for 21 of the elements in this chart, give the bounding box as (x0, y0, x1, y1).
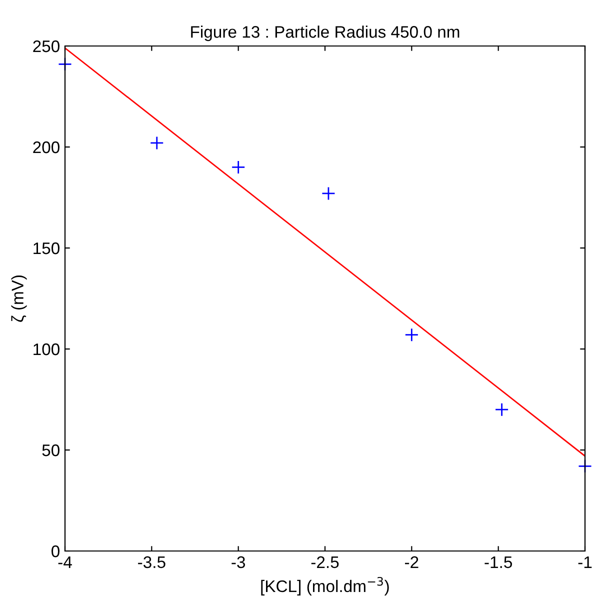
x-tick-label: -1 (578, 556, 592, 568)
y-tick-label: 0 (52, 545, 60, 558)
x-tick-label: -3 (232, 556, 246, 568)
x-tick-label: -3.5 (138, 556, 166, 568)
y-tick-label: 250 (33, 40, 60, 52)
y-tick-label: 200 (33, 141, 60, 154)
point (494, 402, 509, 417)
point (404, 328, 419, 342)
x-axis-title: [KCL] (mol.dm$^{−3}$) (261, 576, 389, 596)
y-tick-label: 150 (34, 242, 60, 254)
chart-title: Figure 13 : Particle Radius 450.0 nm (191, 26, 460, 42)
point (231, 160, 246, 174)
y-tick-label: 100 (34, 343, 60, 356)
x-tick-label: -2 (404, 556, 418, 568)
x-tick-label: -4 (58, 556, 72, 568)
x-tick-label: -2.5 (311, 556, 339, 568)
y-tick-label: 50 (42, 444, 60, 456)
point (322, 186, 336, 200)
x-tick-label: -1.5 (484, 556, 512, 568)
y-axis-title: ζ (mV) (11, 275, 27, 322)
point (150, 136, 164, 150)
